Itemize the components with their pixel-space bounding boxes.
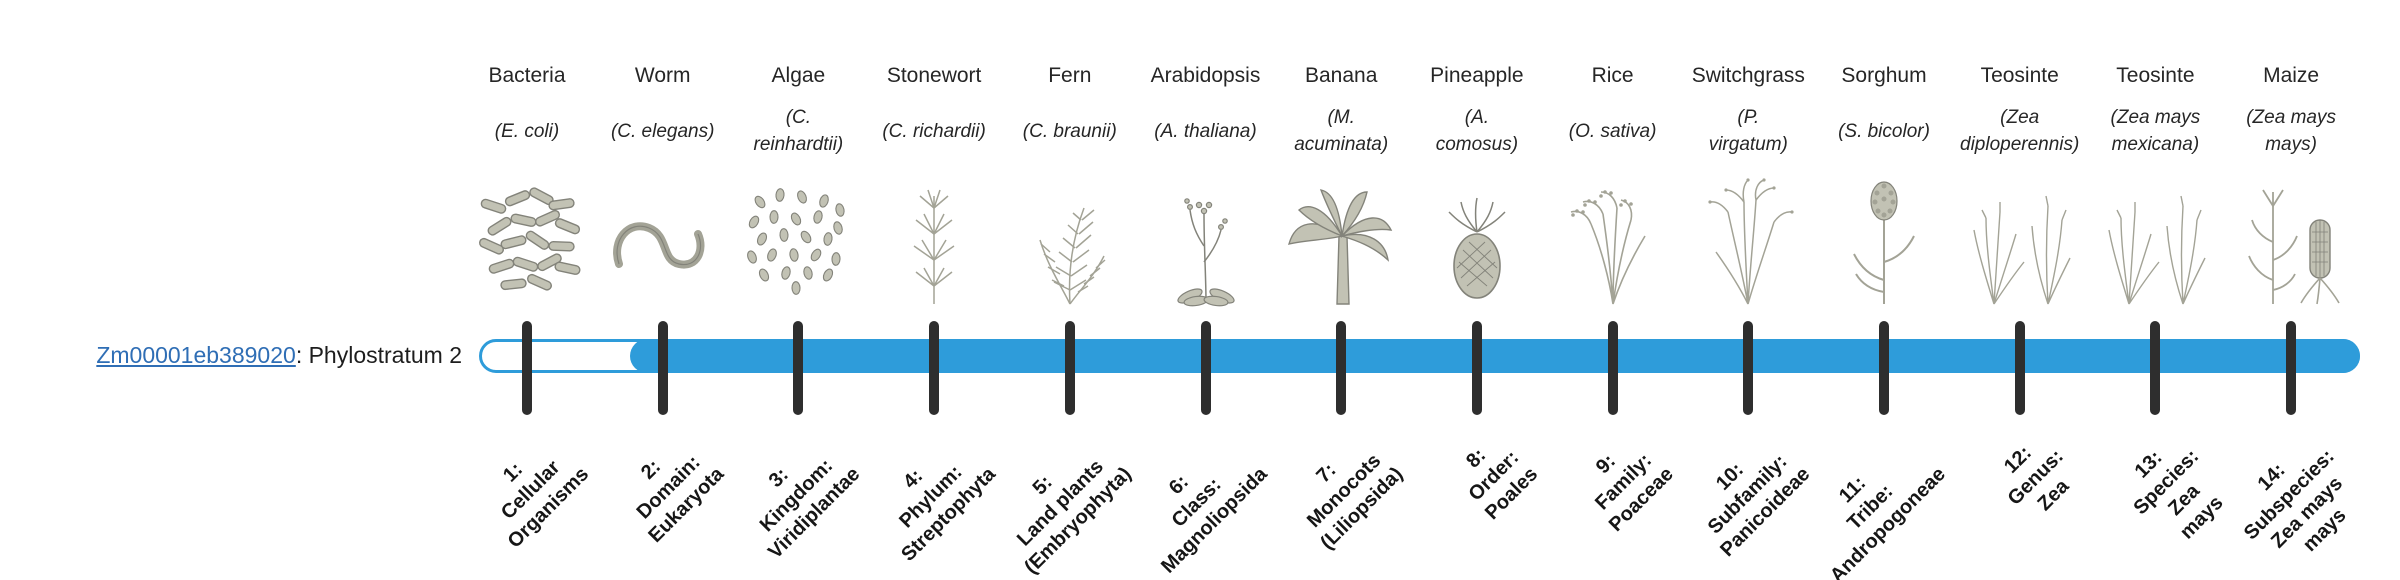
organism-scientific-name: (A. comosus)	[1435, 107, 1519, 155]
phylostratum-stage-label: 5: Land plants (Embryophyta)	[1012, 455, 1136, 579]
phylostratum-stage-label: 13: Species: Zea mays	[2129, 445, 2228, 544]
organism-scientific-name: (S. bicolor)	[1838, 120, 1930, 142]
organism-name: Maize	[2263, 64, 2320, 87]
organism-scientific-name: (C. richardii)	[882, 120, 986, 142]
phylostratum-stage-label: 4: Phylum: Streptophyta	[894, 461, 1000, 566]
gene-link[interactable]: Zm00001eb389020	[96, 342, 296, 368]
phylostratum-stage-label: 1: Cellular Organisms	[496, 456, 593, 553]
banana-illustration	[1281, 168, 1401, 308]
phylostratum-tick	[1200, 321, 1211, 415]
phylostratum-tick	[2150, 321, 2161, 415]
phylostratum-stage-label: 9: Family: Poaceae	[1591, 449, 1679, 537]
phylostratum-tick	[1336, 321, 1347, 415]
phylostratum-stage-label: 10: Subfamily: Panicoideae	[1703, 450, 1814, 562]
organism-scientific-name: (C. braunii)	[1022, 120, 1117, 142]
organism-scientific-name: (A. thaliana)	[1154, 120, 1257, 142]
organism-name: Banana	[1304, 64, 1378, 87]
phylostratum-stage-label: 12: Genus: Zea	[1999, 441, 2074, 516]
phylostratum-stage-label: 2: Domain: Eukaryota	[632, 451, 729, 548]
phylostratum-tick	[522, 321, 532, 415]
organism-scientific-name: (P. virgatum)	[1708, 107, 1788, 155]
organism-name: Pineapple	[1430, 64, 1524, 87]
phylostratum-tick	[1879, 321, 1889, 415]
organism-scientific-name: (C. elegans)	[610, 120, 715, 142]
organism-scientific-name: (O. sativa)	[1568, 120, 1657, 142]
organism-name: Teosinte	[1980, 64, 2059, 87]
organism-name: Bacteria	[488, 64, 566, 87]
organism-scientific-name: (Zea mays mexicana)	[2110, 107, 2201, 155]
stonewort-illustration	[874, 168, 994, 308]
phylostratum-tick	[1064, 321, 1075, 415]
rice-illustration	[1553, 168, 1673, 308]
arabidopsis-illustration	[1146, 168, 1266, 308]
pineapple-illustration	[1417, 168, 1537, 308]
organism-name: Rice	[1591, 64, 1634, 87]
phylostratum-tick	[2286, 321, 2297, 415]
phylostratum-tick	[793, 321, 804, 415]
phylostratum-tick	[2014, 321, 2025, 415]
algae-illustration	[738, 168, 858, 308]
organism-scientific-name: (E. coli)	[494, 120, 560, 142]
phylostratum-tick	[1607, 321, 1618, 415]
phylostratum-stage-label: 6: Class: Magnoliopsida	[1156, 463, 1272, 578]
organism-name: Fern	[1048, 64, 1092, 87]
teosinte-illustration	[2095, 168, 2215, 308]
gene-phylostratum-text: : Phylostratum 2	[295, 342, 462, 368]
phylostratum-stage-label: 8: Order: Poales	[1462, 444, 1543, 525]
sorghum-illustration	[1824, 168, 1944, 308]
phylostratum-stage-label: 7: Monocots (Liliopsida)	[1302, 449, 1407, 555]
fern-illustration	[1010, 168, 1130, 308]
organism-scientific-name: (C. reinhardtii)	[753, 107, 844, 155]
bacteria-illustration	[467, 168, 587, 308]
phylostratum-tick	[1743, 321, 1754, 415]
organism-name: Teosinte	[2116, 64, 2195, 87]
teosinte-illustration	[1960, 168, 2080, 308]
timeline-bar-fill	[629, 339, 2360, 373]
phylostratum-stage-label: 11: Tribe: Andropogoneae	[1825, 463, 1950, 580]
organism-scientific-name: (M. acuminata)	[1294, 107, 1389, 155]
organism-name: Worm	[634, 64, 691, 87]
phylostratum-stage-label: 3: Kingdom: Viridiplantae	[755, 454, 865, 564]
organism-name: Sorghum	[1841, 64, 1927, 87]
maize-illustration	[2231, 168, 2351, 308]
organism-name: Arabidopsis	[1150, 64, 1261, 87]
organism-name: Stonewort	[886, 64, 982, 87]
gene-label: Zm00001eb389020: Phylostratum 2	[20, 342, 462, 369]
phylostratum-tick	[657, 321, 668, 415]
organism-name: Switchgrass	[1691, 64, 1805, 87]
switchgrass-illustration	[1688, 168, 1808, 308]
worm-illustration	[603, 168, 723, 308]
organism-name: Algae	[771, 64, 826, 87]
organism-scientific-name: (Zea diploperennis)	[1960, 107, 2080, 155]
phylostratum-tick	[1471, 321, 1482, 415]
phylostratum-stage-label: 14: Subspecies: Zea mays mays	[2240, 445, 2351, 557]
phylostratum-tick	[929, 321, 940, 415]
organism-scientific-name: (Zea mays mays)	[2246, 107, 2336, 155]
